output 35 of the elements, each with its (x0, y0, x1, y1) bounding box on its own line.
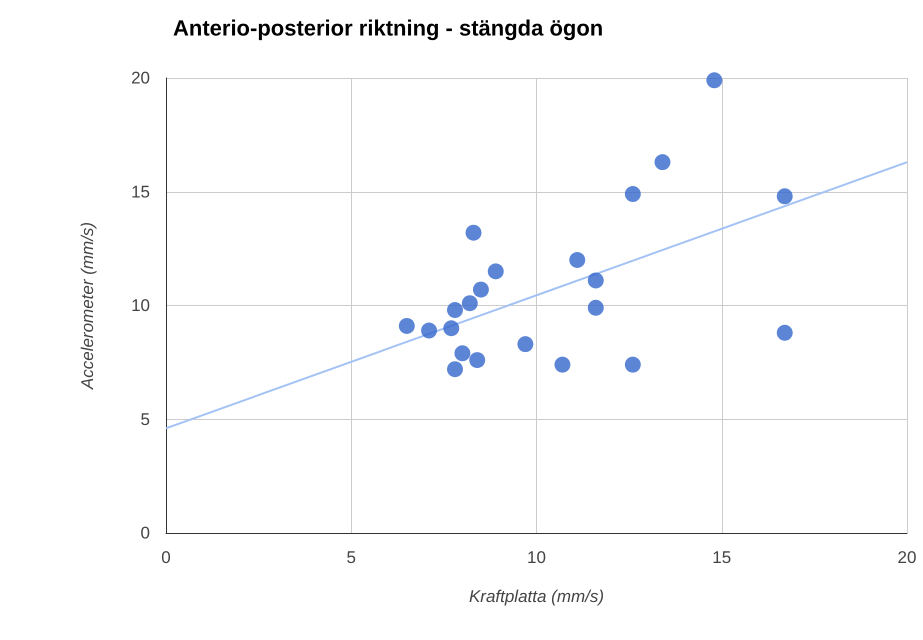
x-tick-label: 0 (161, 548, 171, 567)
y-tick-label: 15 (131, 182, 150, 202)
y-tick-label: 20 (131, 68, 150, 88)
y-axis-title: Accelerometer (mm/s) (78, 222, 97, 390)
x-tick-label: 15 (712, 548, 732, 567)
point (654, 154, 670, 170)
x-tick-label: 20 (898, 548, 916, 567)
point (447, 361, 463, 378)
point (588, 272, 604, 288)
point (517, 336, 534, 352)
x-tick-label: 5 (346, 548, 356, 567)
point (421, 322, 438, 339)
x-tick-label: 10 (527, 548, 546, 567)
y-tick-label: 0 (140, 524, 150, 542)
point (447, 302, 463, 318)
point (588, 300, 604, 316)
point (454, 345, 470, 362)
point (466, 224, 482, 241)
point (469, 352, 486, 368)
point (488, 263, 504, 280)
y-tick-label: 5 (140, 410, 150, 429)
point (472, 282, 489, 298)
point (462, 295, 478, 312)
chart-title: Anterio-posterior riktning - stängda ögon (173, 16, 604, 40)
point (569, 252, 586, 268)
point (398, 318, 415, 334)
point (624, 356, 641, 373)
y-tick-label: 10 (131, 296, 150, 315)
point (776, 324, 793, 341)
point (776, 188, 793, 204)
point (554, 356, 570, 373)
point (443, 320, 460, 336)
x-axis-title: Kraftplatta (mm/s) (468, 587, 604, 606)
point (624, 186, 641, 202)
point (706, 72, 722, 88)
